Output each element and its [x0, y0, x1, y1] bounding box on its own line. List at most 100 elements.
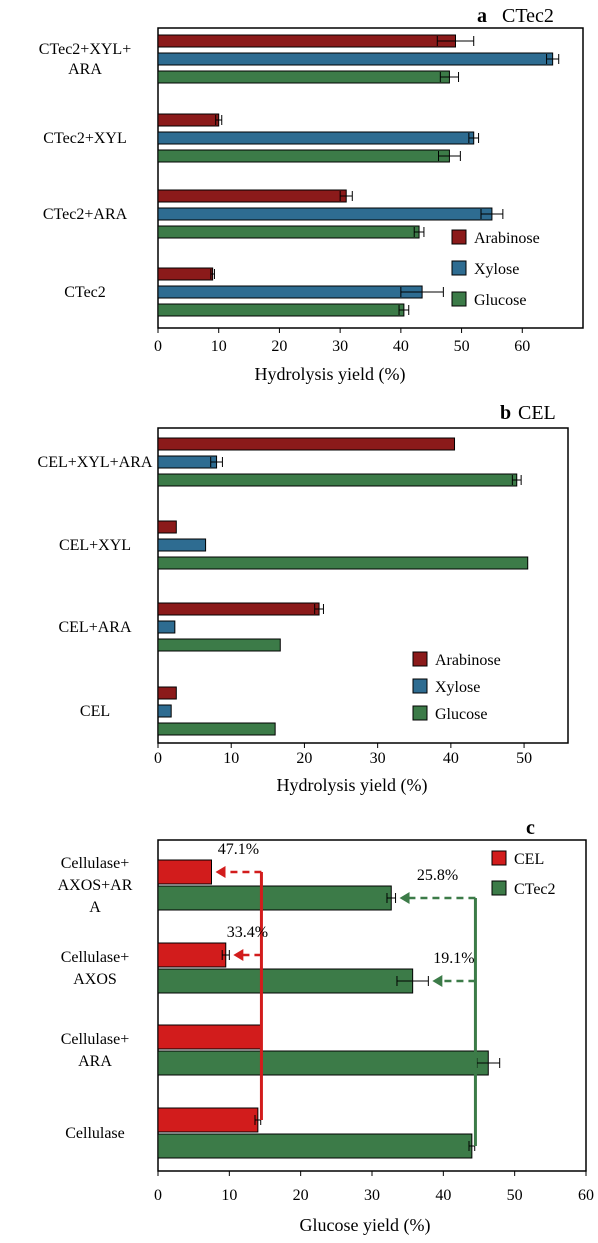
panel-b: b CEL Hydrolysis yield (%) 0 10 20 30 40 50 CE… — [38, 402, 569, 796]
x-tick-label: 60 — [514, 338, 530, 355]
category-label: CEL — [80, 703, 110, 720]
x-tick-label: 10 — [223, 750, 239, 767]
legend-swatch — [412, 678, 428, 694]
bar-xylose — [157, 620, 176, 634]
x-tick-label: 50 — [516, 750, 532, 767]
legend-swatch — [451, 260, 467, 276]
bar-arabinose — [157, 267, 214, 281]
bar-xylose — [157, 52, 554, 66]
category-label: CTec2 — [64, 284, 106, 301]
category-label: AXOS+AR — [58, 877, 133, 894]
x-tick-label: 10 — [221, 1187, 237, 1204]
legend-swatch — [491, 850, 507, 866]
bar-glucose — [157, 556, 529, 570]
bar-cel — [157, 942, 227, 968]
category-label: CTec2+XYL+ — [39, 41, 131, 58]
panel-title: CTec2 — [502, 5, 554, 27]
legend-swatch — [491, 880, 507, 896]
legend-label: Arabinose — [474, 230, 540, 247]
category-label: ARA — [68, 61, 102, 78]
legend-label: CEL — [514, 851, 544, 868]
bar-cel — [157, 859, 212, 885]
legend-swatch — [451, 229, 467, 245]
bar-xylose — [157, 538, 207, 552]
category-label: ARA — [78, 1053, 112, 1070]
panel-letter: c — [526, 817, 535, 839]
panel-a: a CTec2 Hydrolysis yield (%) 0 10 20 30 40 50… — [39, 5, 584, 385]
annotation-label: 47.1% — [218, 841, 259, 858]
arrow-head — [215, 866, 226, 878]
x-tick-label: 10 — [211, 338, 227, 355]
category-label: AXOS — [73, 971, 117, 988]
x-axis-title: Glucose yield (%) — [300, 1215, 431, 1236]
x-tick-label: 60 — [578, 1187, 594, 1204]
x-tick-label: 20 — [293, 1187, 309, 1204]
arrow-head — [233, 949, 244, 961]
legend-label: Arabinose — [435, 652, 501, 669]
bar-arabinose — [157, 520, 177, 534]
category-label: CEL+XYL — [59, 537, 131, 554]
x-tick-label: 20 — [296, 750, 312, 767]
annotation-label: 33.4% — [227, 924, 268, 941]
legend-swatch — [412, 705, 428, 721]
bar-xylose — [157, 285, 423, 299]
x-tick-label: 30 — [364, 1187, 380, 1204]
bar-glucose — [157, 473, 518, 487]
x-tick-label: 40 — [393, 338, 409, 355]
bar-glucose — [157, 722, 276, 736]
bar-arabinose — [157, 189, 347, 203]
bar-cel — [157, 1107, 259, 1133]
panel-letter: a — [477, 5, 487, 27]
category-label: A — [89, 899, 101, 916]
legend-label: Xylose — [435, 679, 480, 696]
legend-label: Xylose — [474, 261, 519, 278]
bar-xylose — [157, 207, 493, 221]
x-axis-title: Hydrolysis yield (%) — [277, 775, 428, 796]
panel-c: c Glucose yield (%) 0 10 20 30 40 50 60 Cellula… — [58, 817, 594, 1236]
x-tick-label: 30 — [370, 750, 386, 767]
category-label: Cellulase — [65, 1125, 125, 1142]
bar-ctec2 — [157, 968, 414, 994]
arrow-head — [432, 975, 443, 987]
bar-arabinose — [157, 437, 456, 451]
plot-frame — [157, 427, 569, 744]
bar-arabinose — [157, 34, 456, 48]
panel-letter: b — [500, 402, 511, 424]
bar-arabinose — [157, 602, 320, 616]
x-tick-label: 0 — [154, 750, 162, 767]
category-label: CEL+XYL+ARA — [38, 454, 153, 471]
bar-glucose — [157, 70, 450, 84]
category-label: Cellulase+ — [61, 855, 130, 872]
x-tick-label: 0 — [154, 338, 162, 355]
category-label: CTec2+ARA — [43, 206, 128, 223]
bar-glucose — [157, 638, 281, 652]
legend-swatch — [412, 651, 428, 667]
bar-ctec2 — [157, 1050, 489, 1076]
x-tick-label: 50 — [454, 338, 470, 355]
bar-ctec2 — [157, 885, 392, 911]
x-axis-title: Hydrolysis yield (%) — [255, 364, 406, 385]
bar-xylose — [157, 131, 475, 145]
x-tick-label: 40 — [435, 1187, 451, 1204]
panel-title: CEL — [518, 402, 556, 424]
x-tick-label: 40 — [443, 750, 459, 767]
bar-xylose — [157, 455, 218, 469]
x-tick-label: 30 — [332, 338, 348, 355]
legend-label: CTec2 — [514, 881, 556, 898]
bar-ctec2 — [157, 1133, 473, 1159]
category-label: CTec2+XYL — [43, 130, 126, 147]
bar-glucose — [157, 303, 405, 317]
bar-xylose — [157, 704, 172, 718]
x-tick-label: 50 — [507, 1187, 523, 1204]
bar-cel — [157, 1024, 262, 1050]
category-label: Cellulase+ — [61, 1031, 130, 1048]
bar-glucose — [157, 149, 450, 163]
legend-label: Glucose — [474, 292, 526, 309]
bar-arabinose — [157, 686, 177, 700]
bar-glucose — [157, 225, 420, 239]
x-tick-label: 20 — [271, 338, 287, 355]
category-label: CEL+ARA — [58, 619, 131, 636]
annotation-label: 19.1% — [433, 950, 474, 967]
arrow-head — [399, 892, 410, 904]
